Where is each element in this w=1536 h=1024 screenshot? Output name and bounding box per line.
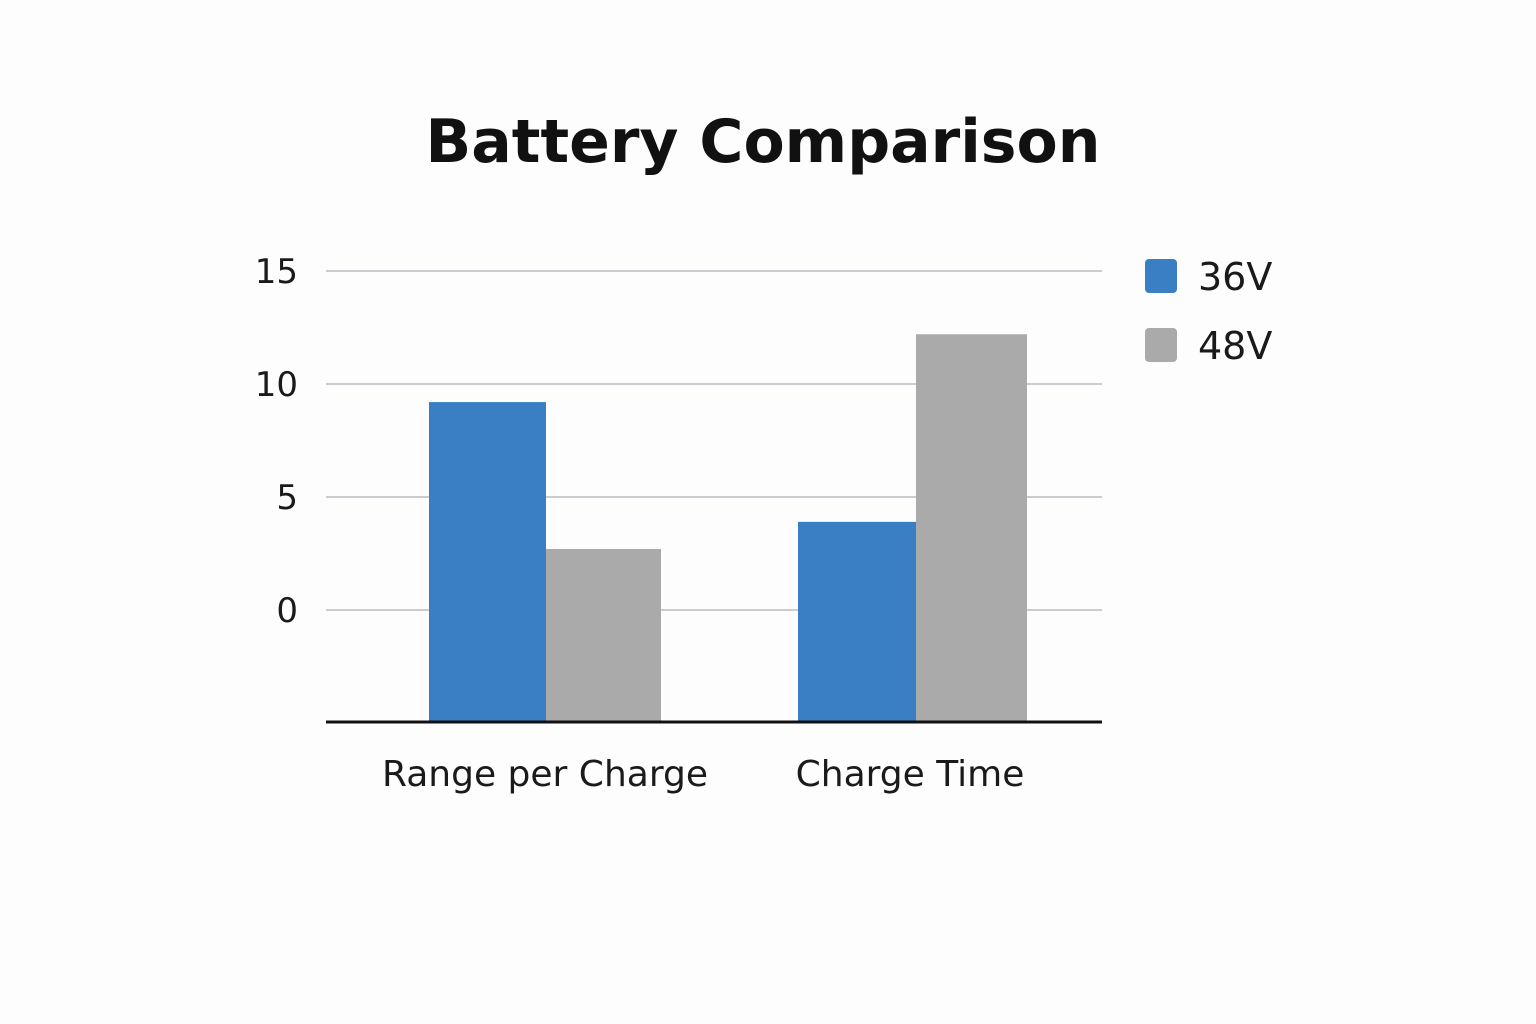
- category-label-charge-time: Charge Time: [796, 754, 1025, 795]
- legend: 36V 48V: [1145, 255, 1272, 368]
- y-tick-label-15: 15: [255, 252, 298, 292]
- chart-title: Battery Comparison: [426, 107, 1101, 177]
- y-tick-label-10: 10: [255, 365, 298, 405]
- bar-36v-range-per-charge: [429, 402, 546, 721]
- legend-swatch-48v: [1145, 328, 1177, 362]
- legend-label-48v: 48V: [1198, 324, 1272, 368]
- y-tick-label-5: 5: [276, 478, 298, 518]
- bars: [429, 334, 1027, 721]
- legend-swatch-36v: [1145, 259, 1177, 293]
- bar-48v-range-per-charge: [546, 548, 661, 721]
- y-tick-label-0: 0: [276, 591, 298, 631]
- y-axis-ticks: 0 5 10 15: [255, 252, 298, 631]
- bar-48v-charge-time: [916, 334, 1027, 721]
- x-axis-categories: Range per Charge Charge Time: [382, 754, 1024, 795]
- category-label-range-per-charge: Range per Charge: [382, 754, 708, 795]
- bar-36v-charge-time: [798, 521, 916, 721]
- legend-label-36v: 36V: [1198, 255, 1272, 299]
